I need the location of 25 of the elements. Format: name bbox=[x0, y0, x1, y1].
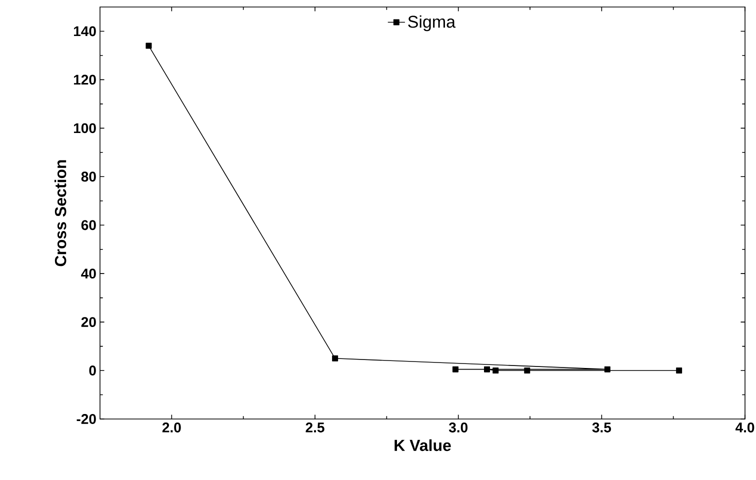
point bbox=[524, 368, 530, 374]
point bbox=[332, 355, 338, 362]
y-tick-label: 0 bbox=[89, 366, 96, 376]
y-tick-label: 140 bbox=[74, 26, 96, 36]
x-tick-label: 4.0 bbox=[735, 422, 754, 432]
y-tick-label: 40 bbox=[81, 268, 96, 279]
x-tick-label: 2.5 bbox=[306, 422, 324, 432]
x-axis-title: K Value bbox=[394, 439, 451, 452]
y-axis-title: Cross Section bbox=[54, 160, 66, 266]
point bbox=[484, 366, 490, 372]
point bbox=[604, 366, 610, 372]
x-tick-label: 2.0 bbox=[162, 422, 181, 432]
point bbox=[492, 368, 499, 374]
point bbox=[676, 368, 682, 374]
x-tick-label: 3.5 bbox=[592, 422, 612, 432]
y-tick-label: 100 bbox=[74, 123, 96, 134]
y-tick-label: 80 bbox=[81, 172, 96, 182]
x-tick-label: 3.0 bbox=[448, 422, 468, 432]
y-tick-label: 20 bbox=[81, 317, 96, 328]
y-tick-label: -20 bbox=[76, 414, 96, 424]
legend-label: Sigma bbox=[408, 15, 456, 32]
y-tick-label: 60 bbox=[81, 220, 96, 230]
y-tick-label: 120 bbox=[74, 74, 96, 85]
point bbox=[146, 42, 152, 49]
point bbox=[452, 366, 458, 372]
